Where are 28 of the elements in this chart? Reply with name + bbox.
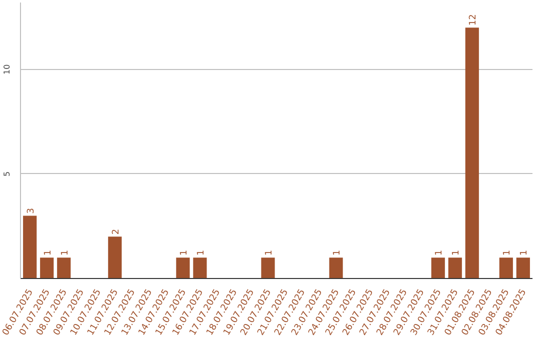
bar — [108, 236, 122, 278]
data-label: 1 — [60, 250, 70, 256]
data-label: 2 — [111, 228, 122, 235]
bar — [448, 258, 462, 278]
bar — [261, 258, 275, 278]
bar — [329, 258, 343, 278]
data-label: 1 — [452, 250, 462, 256]
bar — [57, 258, 71, 278]
data-label: 1 — [434, 250, 445, 256]
data-label: 1 — [520, 250, 530, 256]
bar — [465, 28, 479, 278]
bar — [193, 258, 207, 278]
data-label: 1 — [264, 250, 274, 256]
y-tick-label: 5 — [2, 171, 12, 176]
bar — [499, 258, 513, 278]
data-label: 12 — [468, 14, 479, 26]
bar — [176, 258, 190, 278]
data-label: 1 — [332, 250, 343, 256]
data-label: 1 — [196, 250, 206, 256]
y-tick-label: 10 — [2, 64, 12, 74]
bar — [431, 258, 445, 278]
data-label: 1 — [502, 250, 513, 256]
data-label: 1 — [43, 250, 54, 256]
bar — [40, 258, 54, 278]
data-label: 1 — [179, 250, 190, 256]
data-label: 3 — [26, 208, 36, 214]
bar — [23, 216, 37, 278]
bar — [516, 258, 530, 278]
